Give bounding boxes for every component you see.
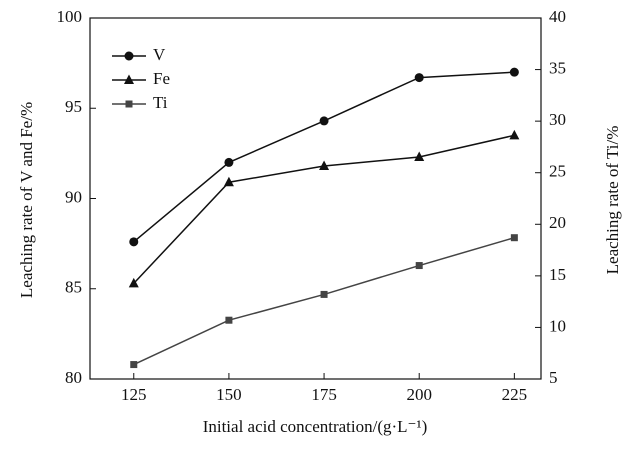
marker [125,100,133,108]
marker [124,51,134,61]
marker [414,73,424,83]
series-line [133,71,515,243]
y2-axis-title: Leaching rate of Ti/% [603,126,622,275]
y2-tick-label: 10 [549,316,566,335]
x-tick-label: 225 [502,385,528,404]
marker [320,290,328,298]
marker [225,316,233,324]
marker [414,151,425,161]
x-tick-label: 150 [216,385,242,404]
y-tick-label: 100 [57,7,83,26]
legend-label: Fe [153,69,170,88]
x-tick-label: 200 [406,385,432,404]
series-line [133,134,515,284]
y2-tick-label: 40 [549,7,566,26]
marker [509,129,520,140]
marker [319,160,330,171]
x-tick-label: 125 [121,385,147,404]
y-tick-label: 95 [65,97,82,116]
y2-tick-label: 35 [549,58,566,77]
y2-tick-label: 30 [549,110,566,129]
marker [510,234,518,242]
marker [223,176,234,187]
marker [415,262,423,270]
y2-tick-label: 20 [549,213,566,232]
x-tick-label: 175 [311,385,337,404]
series-line [133,236,515,366]
y2-tick-label: 25 [549,162,566,181]
marker [509,67,519,77]
marker [129,237,139,247]
legend-label: Ti [153,93,168,112]
marker [124,74,134,84]
legend-label: V [153,45,166,64]
x-axis-title: Initial acid concentration/(g·L⁻¹) [203,417,428,436]
y-tick-label: 80 [65,368,82,387]
y2-tick-label: 15 [549,265,566,284]
marker [224,157,234,167]
marker [128,277,139,288]
y-axis-title: Leaching rate of V and Fe/% [17,102,36,298]
marker [319,116,329,126]
marker [130,361,138,369]
y2-tick-label: 5 [549,368,558,387]
y-tick-label: 85 [65,278,82,297]
y-tick-label: 90 [65,187,82,206]
